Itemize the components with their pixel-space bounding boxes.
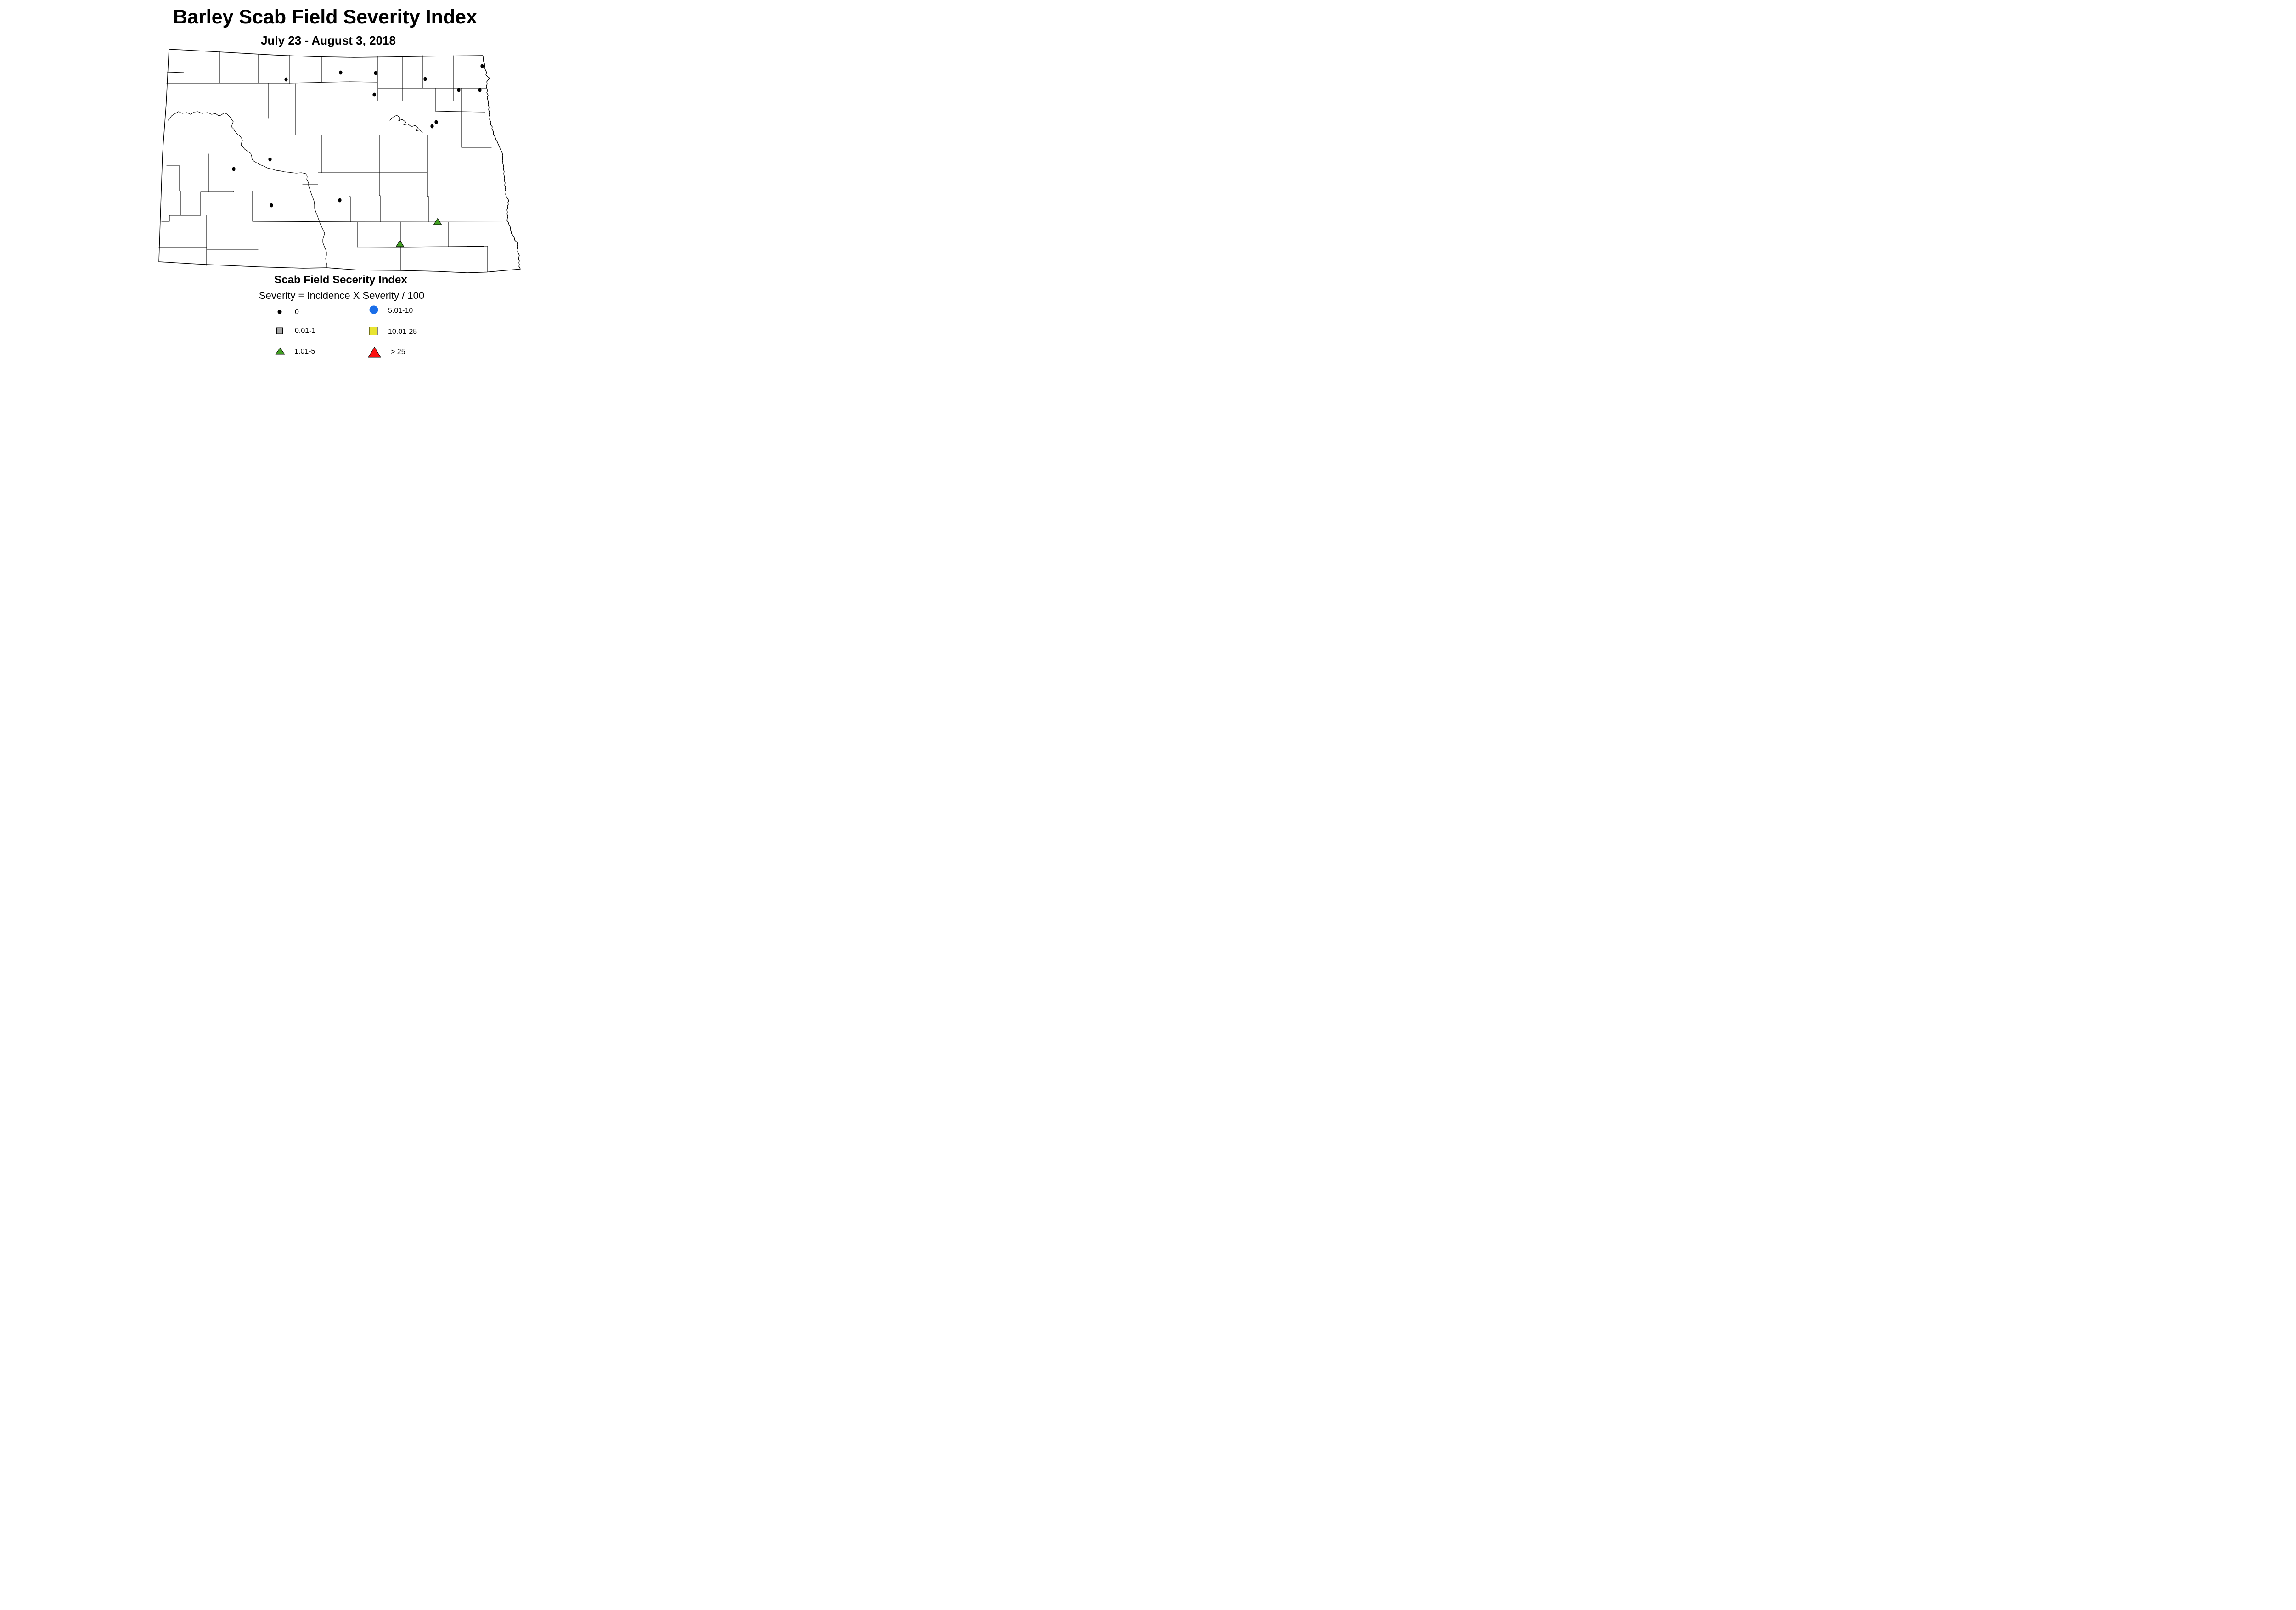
severity-0-dot <box>434 120 438 124</box>
severity-0-dot <box>423 77 427 81</box>
legend-label-5-01-10: 5.01-10 <box>388 307 413 315</box>
severity-0-dot <box>232 167 236 171</box>
legend-label-gt-25: > 25 <box>391 348 405 356</box>
north-dakota-map <box>158 49 521 358</box>
severity-0-dot <box>270 203 273 208</box>
legend-formula: Severity = Incidence X Severity / 100 <box>259 290 425 301</box>
legend-blue-circle-icon <box>369 305 378 314</box>
severity-1-01-5-triangle <box>395 240 405 247</box>
page-title: Barley Scab Field Severity Index <box>173 6 478 28</box>
severity-0-dot <box>480 64 484 68</box>
map-markers <box>232 64 484 247</box>
devils-lake <box>389 115 423 133</box>
legend-gray-square-icon <box>276 327 283 334</box>
severity-0-dot <box>338 198 342 203</box>
severity-1-01-5-triangle <box>433 218 442 225</box>
state-outline <box>158 49 521 273</box>
county-borders <box>158 51 507 272</box>
legend-label-1-01-5: 1.01-5 <box>294 348 315 355</box>
legend-symbols <box>275 305 381 358</box>
severity-0-dot <box>339 70 343 75</box>
legend-dot-icon <box>277 310 282 314</box>
legend-label-0: 0 <box>295 308 299 316</box>
figure-canvas: Barley Scab Field Severity Index July 23… <box>0 0 707 374</box>
legend-yellow-square-icon <box>369 327 378 335</box>
severity-0-dot <box>457 88 461 92</box>
legend-label-10-01-25: 10.01-25 <box>388 328 417 336</box>
date-range-subtitle: July 23 - August 3, 2018 <box>261 34 396 47</box>
missouri-river <box>168 111 327 268</box>
legend-title: Scab Field Secerity Index <box>274 274 407 286</box>
severity-0-dot <box>284 77 288 82</box>
legend-label-0-01-1: 0.01-1 <box>295 327 316 335</box>
severity-0-dot <box>430 124 434 129</box>
severity-0-dot <box>372 92 376 97</box>
severity-0-dot <box>478 88 482 92</box>
severity-0-dot <box>374 71 377 75</box>
legend-green-triangle-icon <box>275 347 285 355</box>
legend-red-triangle-icon <box>368 347 381 358</box>
severity-0-dot <box>268 157 272 162</box>
